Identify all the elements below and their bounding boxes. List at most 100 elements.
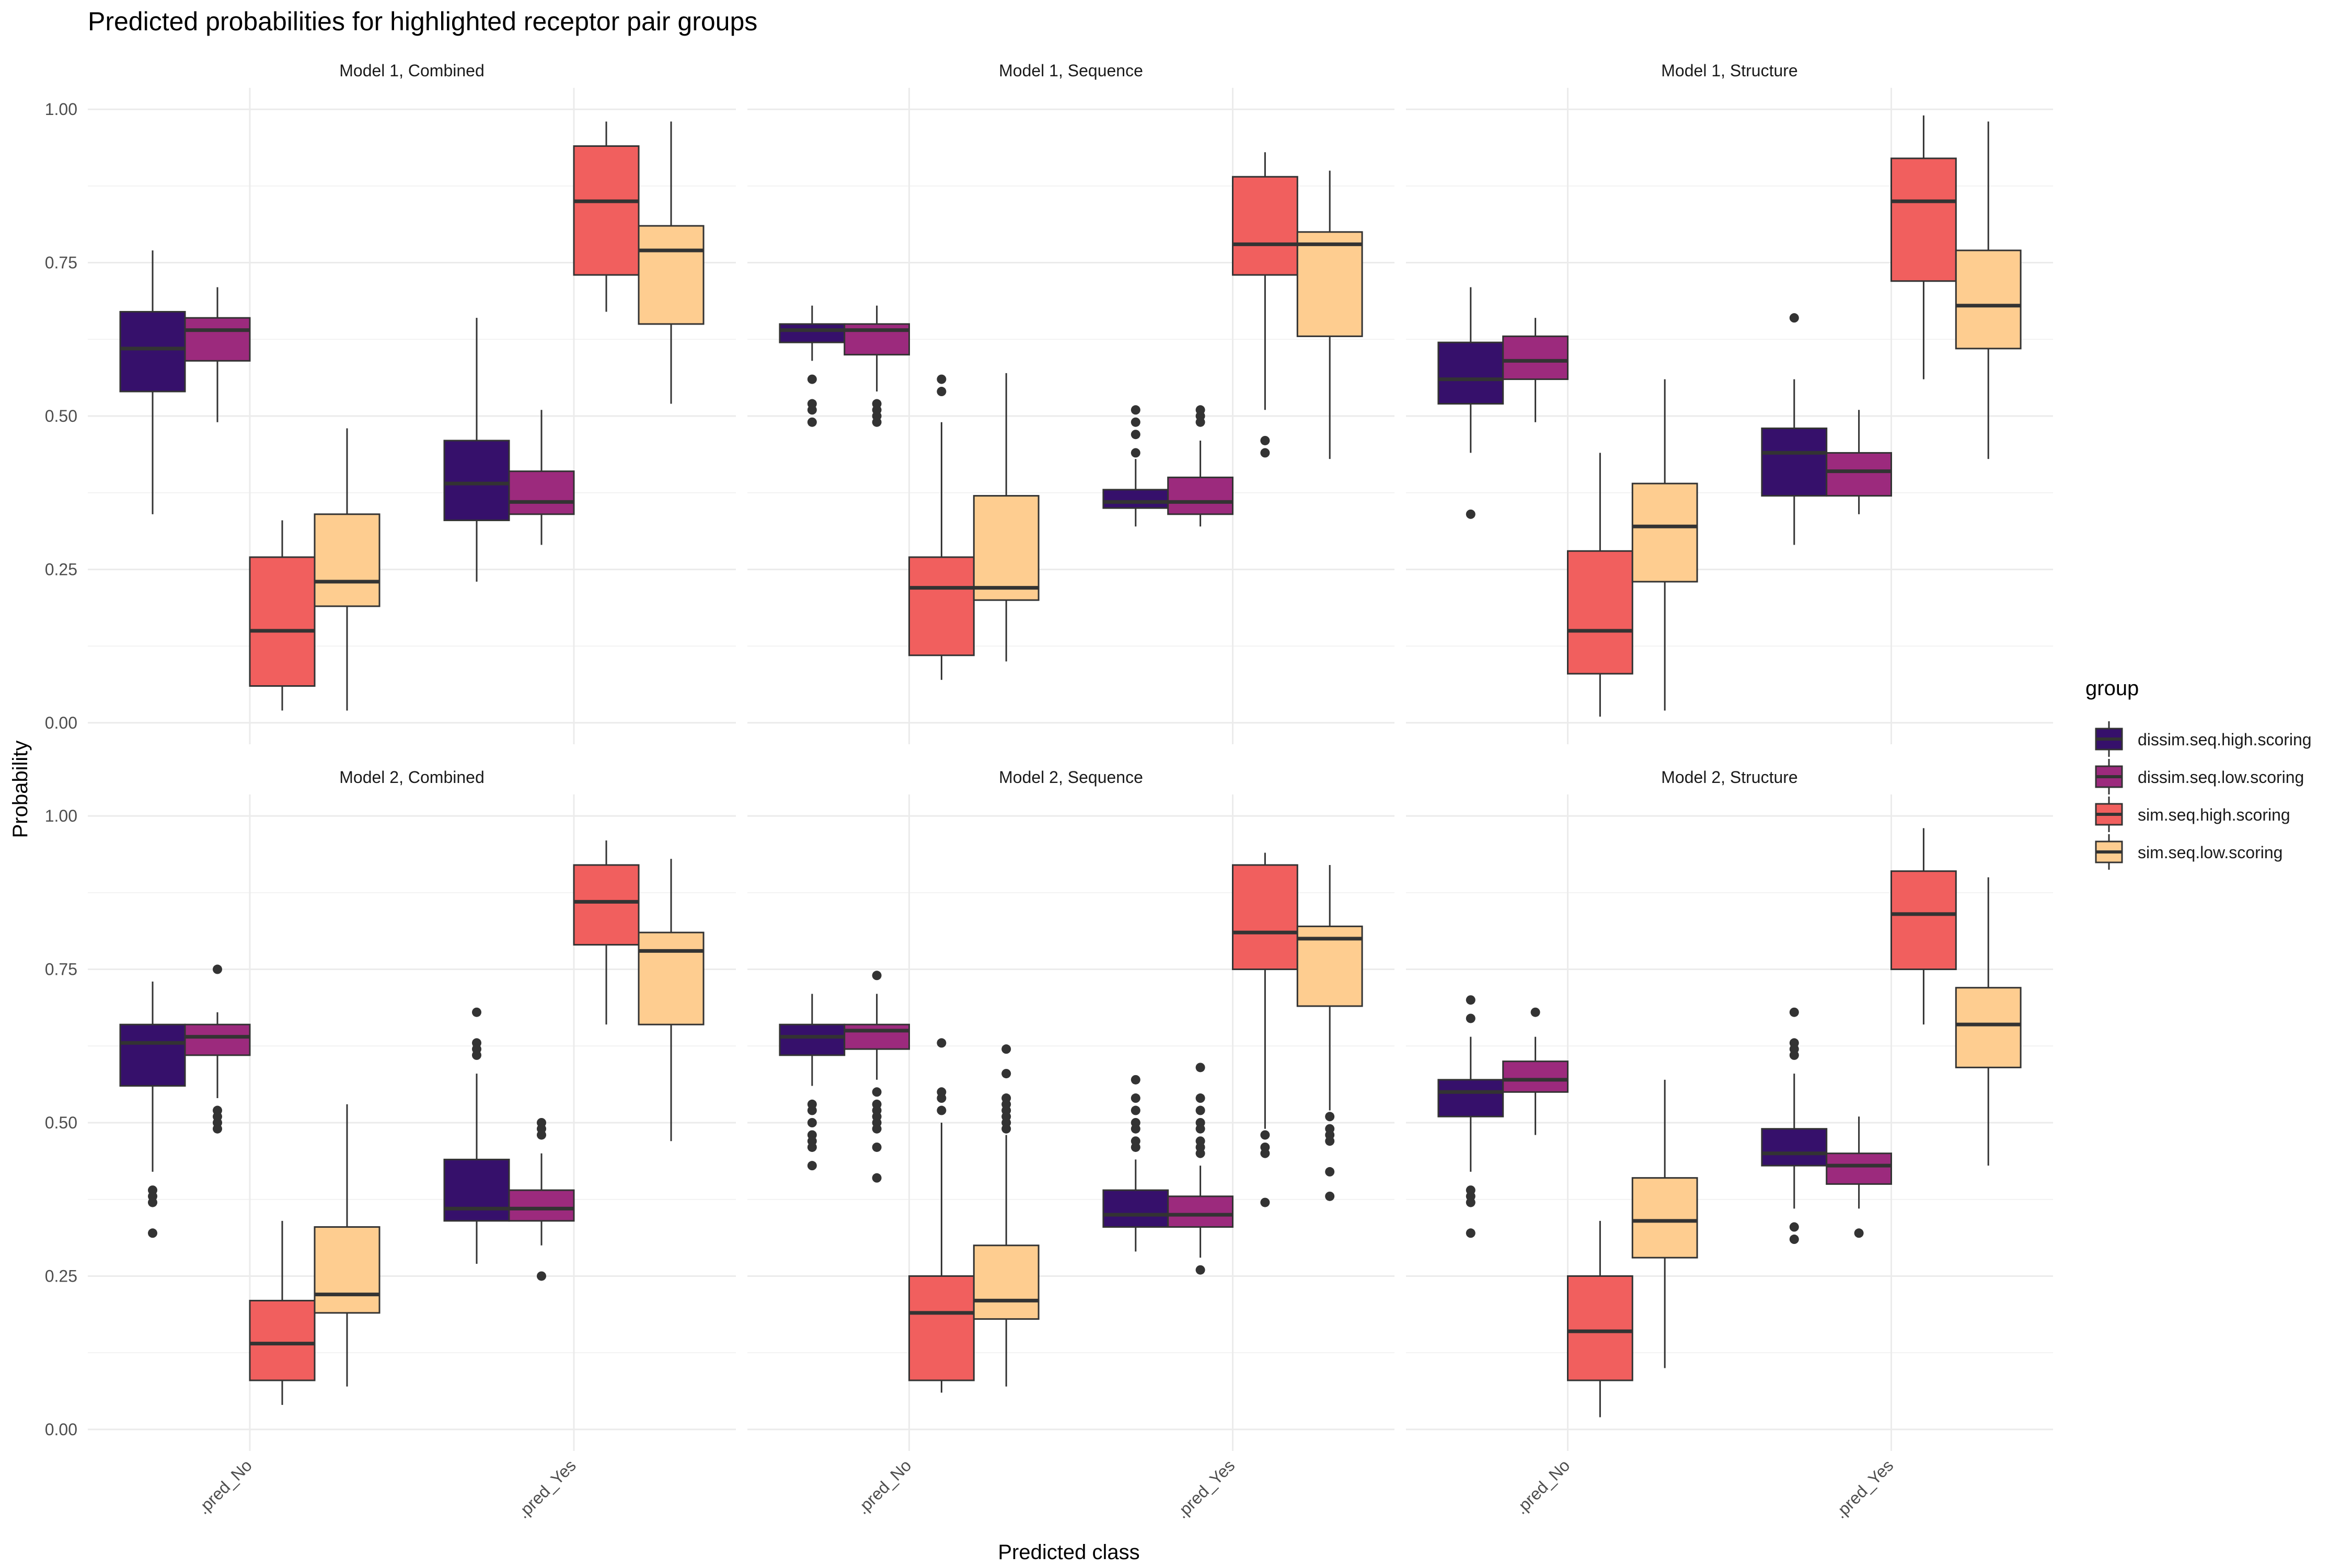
box — [1232, 176, 1298, 276]
outlier-point — [1195, 417, 1205, 427]
outlier-point — [937, 374, 947, 384]
outlier-point — [937, 387, 947, 397]
box — [443, 440, 510, 522]
panels-layer: Model 1, Combined 0.00 0.25 0.50 0.75 1.00 Mod… — [45, 61, 2053, 1522]
facet-panel: Model 1, Combined 0.00 0.25 0.50 0.75 1.00 — [45, 61, 736, 744]
box — [973, 1244, 1040, 1320]
box — [314, 513, 381, 607]
box — [1761, 427, 1828, 497]
outlier-point — [1131, 405, 1140, 415]
y-tick-label: 0.50 — [45, 407, 77, 425]
outlier-point — [1325, 1167, 1335, 1177]
y-tick-label: 0.00 — [45, 1420, 77, 1439]
y-tick-label: 1.00 — [45, 100, 77, 119]
legend-label: sim.seq.low.scoring — [2138, 843, 2282, 862]
outlier-point — [472, 1050, 481, 1060]
y-tick-label: 0.25 — [45, 560, 77, 579]
box — [119, 1023, 186, 1087]
box — [1502, 335, 1569, 381]
outlier-point — [1325, 1112, 1335, 1122]
outlier-point — [1195, 1105, 1205, 1115]
box — [638, 931, 705, 1025]
outlier-point — [1325, 1191, 1335, 1201]
box — [1502, 1060, 1569, 1093]
outlier-point — [537, 1271, 546, 1281]
box — [1102, 1189, 1169, 1228]
box — [638, 225, 705, 325]
outlier-point — [807, 1105, 817, 1115]
box — [1890, 157, 1957, 282]
outlier-point — [807, 417, 817, 427]
outlier-point — [1789, 313, 1799, 323]
outlier-point — [1195, 1063, 1205, 1073]
outlier-point — [1260, 1130, 1270, 1140]
legend-label: sim.seq.high.scoring — [2138, 805, 2290, 824]
outlier-point — [1260, 448, 1270, 458]
box — [249, 556, 316, 687]
y-tick-label: 0.25 — [45, 1266, 77, 1285]
outlier-point — [872, 1124, 882, 1134]
outlier-point — [1466, 995, 1475, 1005]
y-tick-label: 0.75 — [45, 960, 77, 979]
facet-panel: Model 1, Structure — [1406, 61, 2053, 744]
outlier-point — [807, 1118, 817, 1127]
outlier-point — [1195, 1093, 1205, 1103]
facet-title: Model 2, Combined — [339, 768, 484, 787]
outlier-point — [537, 1130, 546, 1140]
outlier-point — [807, 1142, 817, 1152]
outlier-point — [1789, 1222, 1799, 1232]
outlier-point — [1001, 1069, 1011, 1079]
box — [119, 310, 186, 393]
legend-label: dissim.seq.low.scoring — [2138, 768, 2304, 787]
outlier-point — [1789, 1007, 1799, 1017]
box — [1232, 864, 1298, 971]
outlier-point — [807, 1161, 817, 1171]
box — [314, 1226, 381, 1314]
outlier-point — [1131, 448, 1140, 458]
outlier-point — [1466, 1013, 1475, 1023]
box — [973, 495, 1040, 601]
box — [1955, 987, 2022, 1068]
legend-entry: dissim.seq.high.scoring — [2095, 721, 2312, 757]
box — [1955, 249, 2022, 350]
outlier-point — [1131, 417, 1140, 427]
legend-label: dissim.seq.high.scoring — [2138, 730, 2312, 749]
box — [1167, 476, 1233, 515]
y-tick-label: 1.00 — [45, 806, 77, 825]
box — [1437, 1079, 1504, 1117]
legend-entry: sim.seq.low.scoring — [2095, 834, 2282, 870]
x-axis-label: Predicted class — [998, 1541, 1139, 1564]
box — [1890, 870, 1957, 971]
outlier-point — [1195, 1124, 1205, 1134]
box — [1631, 1177, 1698, 1259]
outlier-point — [807, 374, 817, 384]
box — [1567, 550, 1633, 675]
box — [573, 864, 640, 946]
box — [779, 323, 846, 343]
y-axis-label: Probability — [9, 741, 32, 838]
box — [1437, 341, 1504, 405]
facet-panel: Model 1, Sequence — [747, 61, 1394, 744]
outlier-point — [472, 1007, 481, 1017]
facet-panel: Model 2, Sequence.pred_No .pred_Yes — [747, 768, 1394, 1522]
box — [1826, 1152, 1892, 1185]
outlier-point — [1195, 1265, 1205, 1275]
outlier-point — [872, 1142, 882, 1152]
box — [908, 556, 975, 656]
outlier-point — [1001, 1044, 1011, 1054]
outlier-point — [1260, 435, 1270, 445]
outlier-point — [1131, 1093, 1140, 1103]
facet-title: Model 1, Structure — [1661, 61, 1797, 80]
box — [1102, 489, 1169, 509]
outlier-point — [213, 964, 222, 974]
outlier-point — [937, 1038, 947, 1048]
outlier-point — [1789, 1235, 1799, 1244]
box — [1567, 1275, 1633, 1381]
facet-title: Model 1, Combined — [339, 61, 484, 80]
box — [184, 317, 251, 362]
box — [1761, 1128, 1828, 1167]
box — [508, 1189, 575, 1222]
box — [184, 1023, 251, 1056]
outlier-point — [148, 1197, 157, 1207]
